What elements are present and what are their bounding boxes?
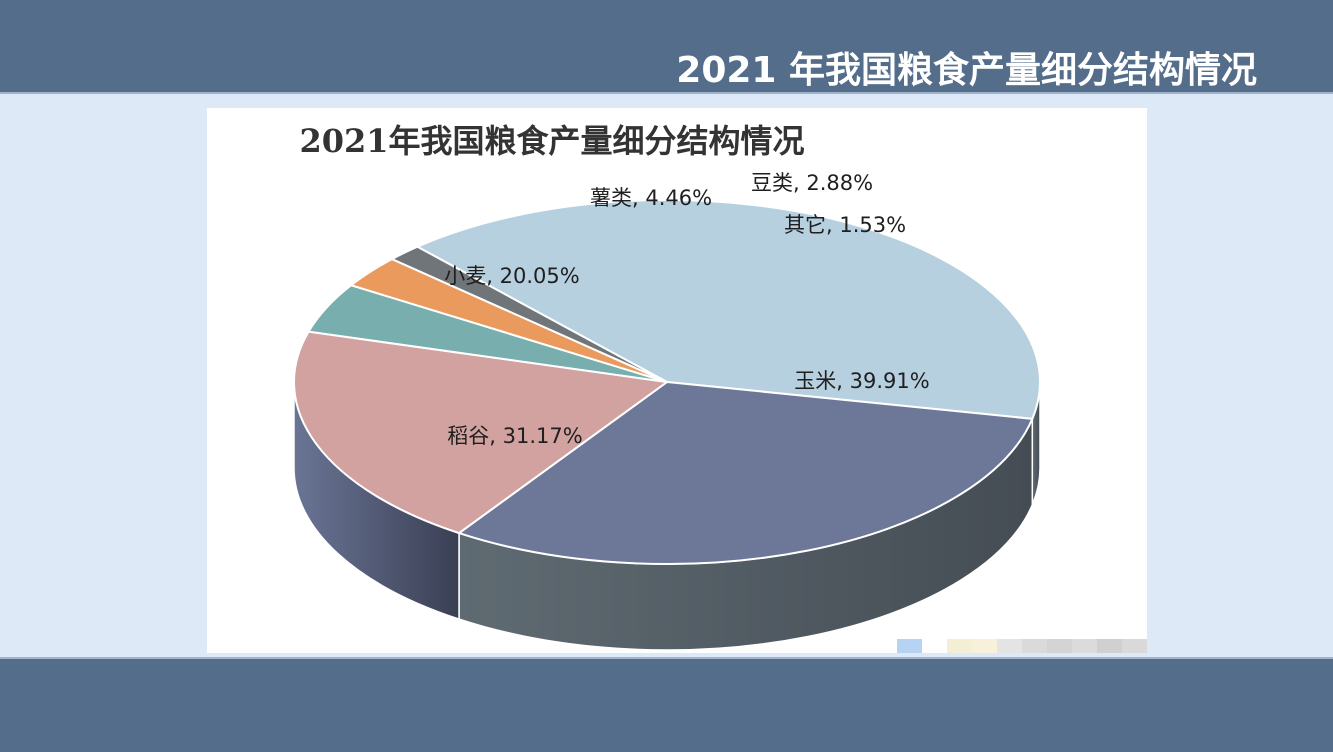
slice-label-小麦: 小麦, 20.05%: [444, 264, 579, 288]
pie-slice-稻谷: [456, 380, 1034, 565]
pie-slice-其它: [389, 245, 668, 383]
top-banner: 2021 年我国粮食产量细分结构情况: [0, 0, 1333, 94]
chart-title: 2021年我国粮食产量细分结构情况: [299, 122, 804, 160]
slice-label-玉米: 玉米, 39.91%: [794, 369, 929, 393]
chart-panel: 2021年我国粮食产量细分结构情况 玉米, 39.91% 稻谷, 31.17% 小麦…: [207, 108, 1147, 653]
pie-slice-小麦: [293, 330, 670, 535]
pixel-strip: [897, 639, 1147, 653]
slide-title: 2021 年我国粮食产量细分结构情况: [676, 50, 1257, 91]
slice-label-稻谷: 稻谷, 31.17%: [447, 424, 582, 448]
pie-slice-玉米: [415, 199, 1041, 420]
slice-label-豆类: 豆类, 2.88%: [751, 171, 873, 195]
slice-label-其它: 其它, 1.53%: [784, 213, 906, 237]
bottom-banner: [0, 657, 1333, 752]
pie-chart: 2021年我国粮食产量细分结构情况 玉米, 39.91% 稻谷, 31.17% 小麦…: [293, 122, 1041, 651]
slice-label-薯类: 薯类, 4.46%: [590, 186, 712, 210]
